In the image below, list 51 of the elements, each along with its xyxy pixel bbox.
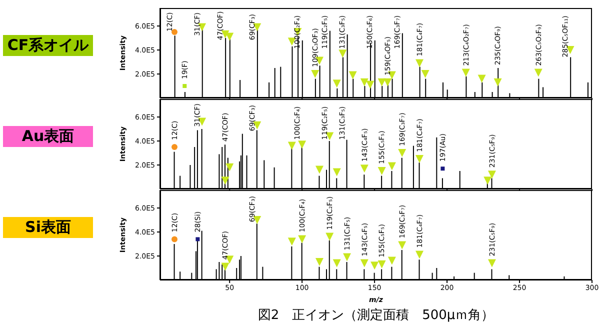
point bbox=[415, 59, 424, 68]
point bbox=[226, 32, 234, 41]
point bbox=[298, 140, 306, 149]
text: Au表面 bbox=[3, 126, 93, 147]
point bbox=[488, 170, 496, 179]
point bbox=[534, 68, 542, 77]
point bbox=[462, 68, 470, 77]
point bbox=[478, 74, 486, 83]
point bbox=[370, 262, 379, 270]
point bbox=[171, 144, 178, 150]
point bbox=[388, 162, 396, 170]
point bbox=[398, 149, 406, 157]
point bbox=[332, 259, 341, 268]
point bbox=[288, 142, 296, 150]
point bbox=[311, 70, 320, 78]
point bbox=[298, 235, 306, 244]
point bbox=[182, 84, 187, 88]
point bbox=[484, 176, 492, 185]
point bbox=[488, 259, 496, 268]
point bbox=[332, 168, 341, 176]
point bbox=[338, 50, 347, 58]
point bbox=[348, 71, 357, 80]
point bbox=[360, 164, 368, 173]
point bbox=[398, 241, 406, 250]
point bbox=[226, 163, 234, 172]
point bbox=[378, 78, 386, 86]
text: CF系オイル bbox=[3, 35, 93, 56]
point bbox=[315, 258, 324, 266]
point bbox=[196, 237, 200, 242]
point bbox=[360, 259, 368, 268]
point bbox=[440, 166, 445, 171]
point bbox=[388, 256, 396, 265]
point bbox=[415, 250, 424, 259]
point bbox=[415, 155, 424, 163]
point bbox=[171, 236, 178, 242]
point bbox=[332, 80, 341, 88]
point bbox=[343, 253, 352, 262]
point bbox=[384, 78, 392, 86]
point bbox=[221, 262, 230, 271]
point bbox=[494, 78, 502, 86]
point bbox=[366, 80, 374, 89]
point bbox=[221, 176, 230, 185]
point bbox=[378, 260, 386, 268]
point bbox=[326, 232, 334, 241]
point bbox=[360, 78, 368, 86]
point bbox=[315, 166, 324, 174]
caption: 図2 正イオン（測定面積 500μｍ角） bbox=[256, 307, 496, 324]
text: Si表面 bbox=[3, 217, 93, 238]
point bbox=[288, 238, 296, 246]
point bbox=[378, 167, 386, 175]
point bbox=[421, 70, 430, 78]
